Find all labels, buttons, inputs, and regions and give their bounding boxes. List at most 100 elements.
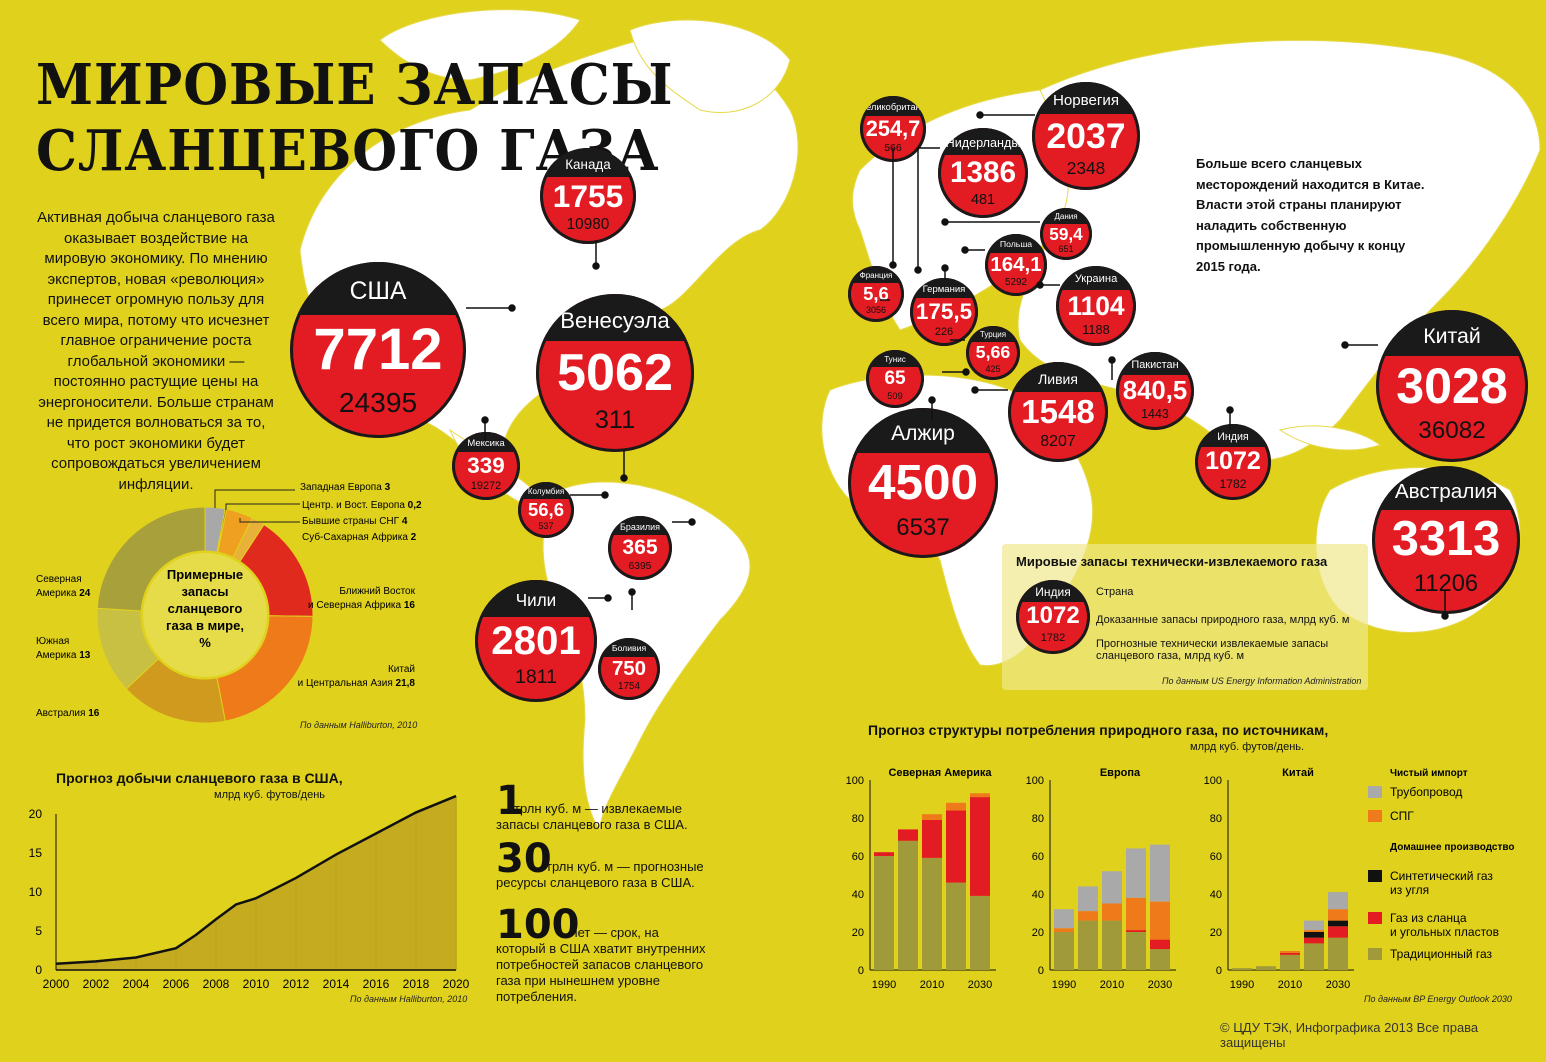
bubble-11: Дания 59,4 651 bbox=[1040, 208, 1092, 260]
bubble-forecast: 1188 bbox=[1082, 322, 1110, 337]
bar-segment bbox=[1126, 932, 1146, 970]
bar-segment bbox=[898, 829, 918, 841]
bubble-proved: 840,5 bbox=[1122, 376, 1188, 405]
bar-legend-label: Трубопровод bbox=[1390, 785, 1462, 799]
pie-leader bbox=[239, 518, 300, 523]
bubble-proved: 7712 bbox=[313, 317, 443, 383]
bubble-forecast: 1443 bbox=[1141, 406, 1169, 421]
bubble-proved: 3028 bbox=[1396, 357, 1508, 414]
bar-xtick: 2010 bbox=[1100, 979, 1124, 991]
legend-country: Индия bbox=[1016, 580, 1090, 602]
bubble-1: Канада 1755 10980 bbox=[540, 148, 636, 244]
map-legend-title: Мировые запасы технически-извлекаемого г… bbox=[1016, 554, 1328, 569]
bar-xtick: 1990 bbox=[1230, 979, 1254, 991]
bar-segment bbox=[1150, 939, 1170, 950]
bubble-country: Бразилия bbox=[608, 516, 672, 536]
bar-subtitle: млрд куб. футов/день. bbox=[1190, 741, 1305, 753]
bubble-forecast: 5292 bbox=[1004, 277, 1028, 289]
bar-ytick: 100 bbox=[1026, 775, 1044, 787]
fact-1-num: 1 bbox=[496, 778, 524, 824]
bar-segment bbox=[970, 797, 990, 896]
bubble-5: Бразилия 365 6395 bbox=[608, 516, 672, 580]
bar-xtick: 2030 bbox=[1326, 979, 1350, 991]
china-note: Больше всего сланцевых месторождений нах… bbox=[1196, 156, 1425, 274]
legend-label-forecast: Прогнозные технически извлекаемые запасы… bbox=[1096, 638, 1329, 662]
bubble-country: Канада bbox=[540, 148, 636, 177]
bar-segment bbox=[1280, 952, 1300, 955]
bubble-22: Китай 3028 36082 bbox=[1376, 310, 1528, 462]
map-legend: Мировые запасы технически-извлекаемого г… bbox=[1002, 544, 1368, 690]
bar-ytick: 0 bbox=[1216, 965, 1222, 977]
bar-legend-label: Синтетический газ bbox=[1390, 869, 1493, 883]
area-ytick: 10 bbox=[29, 885, 43, 899]
fact-2-num: 30 bbox=[496, 836, 552, 882]
bar-xtick: 1990 bbox=[872, 979, 896, 991]
area-xtick: 2012 bbox=[283, 977, 310, 991]
bar-ytick: 20 bbox=[852, 927, 864, 939]
bubble-proved: 5,6 bbox=[863, 282, 889, 304]
legend-forecast: 1782 bbox=[1040, 632, 1066, 644]
pie-label: Западная Европа 3 bbox=[300, 482, 391, 493]
bubble-proved: 1072 bbox=[1205, 447, 1261, 476]
pie-label: Центр. и Вост. Европа 0,2 bbox=[302, 500, 422, 511]
pie-center-label: % bbox=[199, 635, 211, 650]
fact-2-text: трлн куб. м — прогнозные ресурсы сланцев… bbox=[496, 859, 704, 890]
bar-legend-swatch bbox=[1368, 912, 1382, 924]
bubble-country: Пакистан bbox=[1116, 352, 1194, 376]
pie-chart: Примерные запасы сланцевого газа в мире,% За… bbox=[36, 482, 422, 724]
bubble-4: Колумбия 56,6 537 bbox=[518, 482, 574, 538]
bar-segment bbox=[1054, 909, 1074, 929]
bar-segment bbox=[946, 882, 966, 970]
bubble-forecast: 1782 bbox=[1219, 477, 1247, 492]
bar-segment bbox=[1126, 848, 1146, 898]
bubble-3: Мексика 339 19272 bbox=[452, 432, 520, 500]
bubble-forecast: 651 bbox=[1058, 244, 1074, 255]
area-xtick: 2002 bbox=[83, 977, 110, 991]
bubble-country: США bbox=[290, 262, 466, 315]
bubble-forecast: 10980 bbox=[566, 216, 610, 234]
bubble-10: Норвегия 2037 2348 bbox=[1032, 82, 1140, 190]
bubble-proved: 59,4 bbox=[1049, 223, 1083, 244]
bar-segment bbox=[1078, 886, 1098, 912]
bubble-2: Венесуэла 5062 311 bbox=[536, 294, 694, 452]
bubble-19: Пакистан 840,5 1443 bbox=[1116, 352, 1194, 430]
bar-segment bbox=[970, 793, 990, 798]
area-fill bbox=[56, 796, 456, 970]
bar-ytick: 40 bbox=[1210, 889, 1222, 901]
bubble-proved: 4500 bbox=[867, 455, 979, 510]
bar-legend-group: Чистый импорт bbox=[1390, 768, 1468, 779]
pie-center-label: запасы bbox=[182, 584, 229, 599]
bar-segment bbox=[1304, 943, 1324, 970]
area-xtick: 2000 bbox=[43, 977, 70, 991]
bar-segment bbox=[1304, 932, 1324, 938]
bubble-6: Чили 2801 1811 bbox=[475, 580, 597, 702]
bubble-forecast: 8207 bbox=[1040, 433, 1076, 450]
bar-segment bbox=[1328, 909, 1348, 921]
bubble-country: Польша bbox=[985, 234, 1047, 253]
bubble-0: США 7712 24395 bbox=[290, 262, 466, 438]
area-source: По данным Halliburton, 2010 bbox=[350, 994, 468, 1004]
bar-segment bbox=[1280, 951, 1300, 953]
fact-1: 1 трлн куб. м — извлекаемые запасы сланц… bbox=[496, 778, 716, 836]
bar-ytick: 40 bbox=[852, 889, 864, 901]
bar-segment bbox=[874, 852, 894, 856]
bar-segment bbox=[1328, 892, 1348, 910]
bar-ytick: 20 bbox=[1210, 927, 1222, 939]
bar-legend-label: Традиционный газ bbox=[1390, 947, 1493, 961]
bar-segment bbox=[898, 840, 918, 970]
area-ytick: 0 bbox=[35, 963, 42, 977]
map-source: По данным US Energy Information Administ… bbox=[1162, 676, 1362, 686]
bubble-proved: 5,66 bbox=[975, 342, 1011, 363]
bar-segment bbox=[922, 857, 942, 970]
area-subtitle: млрд куб. футов/день bbox=[214, 789, 325, 801]
bubble-country: Чили bbox=[475, 580, 597, 617]
bar-segment bbox=[922, 819, 942, 858]
bar-legend-label: и угольных пластов bbox=[1390, 925, 1499, 939]
bar-legend-swatch bbox=[1368, 948, 1382, 960]
pie-hole bbox=[143, 553, 267, 677]
bar-title: Прогноз структуры потребления природного… bbox=[868, 722, 1329, 738]
bubble-forecast: 1754 bbox=[617, 681, 641, 693]
bar-ytick: 100 bbox=[846, 775, 864, 787]
pie-label: Южная bbox=[36, 636, 69, 647]
